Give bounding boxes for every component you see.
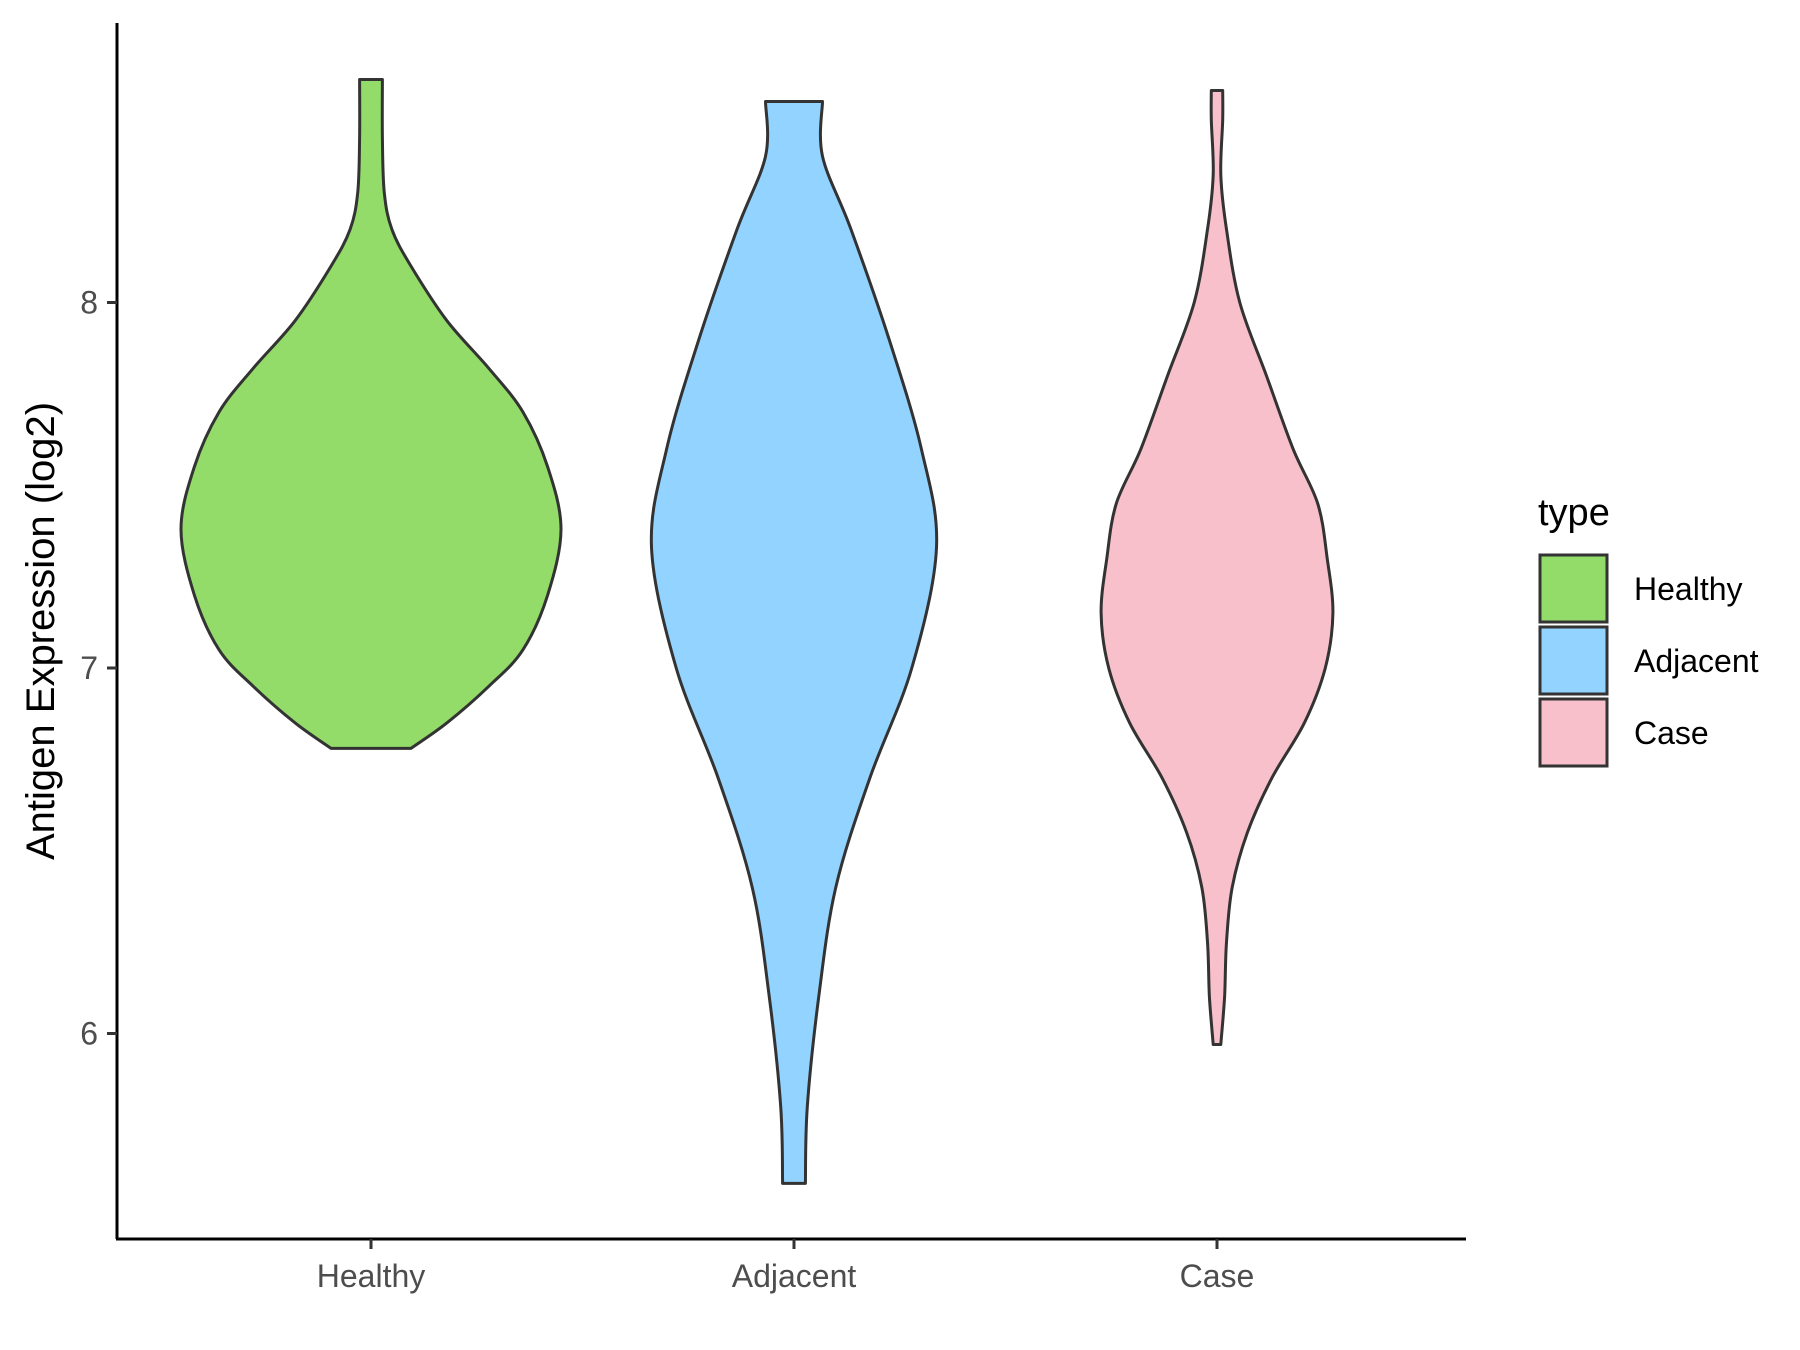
legend: Healthy Adjacent Case bbox=[1538, 553, 1759, 768]
legend-label-adjacent: Adjacent bbox=[1634, 643, 1759, 679]
violin-group bbox=[179, 78, 1335, 1185]
legend-swatch-case bbox=[1538, 697, 1609, 768]
x-tick-label: Adjacent bbox=[732, 1258, 857, 1294]
legend-swatch-adjacent bbox=[1538, 625, 1609, 696]
x-tick-label: Case bbox=[1180, 1258, 1255, 1294]
violin-case bbox=[1099, 89, 1335, 1046]
x-axis-ticks: Healthy Adjacent Case bbox=[317, 1239, 1255, 1294]
legend-title: type bbox=[1538, 492, 1610, 534]
legend-swatch-healthy bbox=[1538, 553, 1609, 624]
violin-adjacent bbox=[649, 100, 939, 1185]
y-tick-label: 6 bbox=[80, 1016, 98, 1052]
y-axis-ticks: 6 7 8 bbox=[80, 285, 117, 1052]
y-tick-label: 8 bbox=[80, 285, 98, 321]
y-axis-title: Antigen Expression (log2) bbox=[19, 402, 63, 860]
violin-healthy bbox=[179, 78, 563, 750]
x-tick-label: Healthy bbox=[317, 1258, 426, 1294]
legend-label-case: Case bbox=[1634, 715, 1709, 751]
y-tick-label: 7 bbox=[80, 650, 98, 686]
legend-label-healthy: Healthy bbox=[1634, 571, 1743, 607]
